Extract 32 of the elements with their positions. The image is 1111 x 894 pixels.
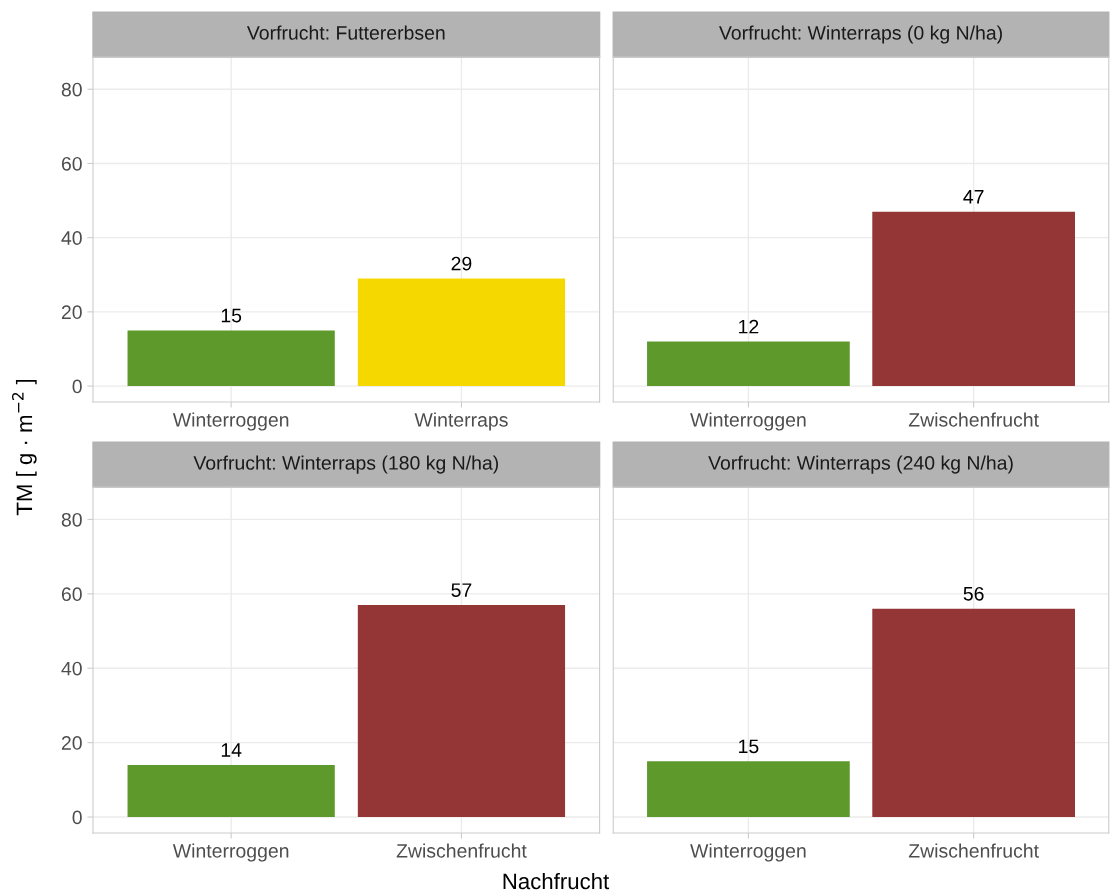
x-tick-label: Winterroggen (690, 843, 806, 862)
y-tick-label: 20 (61, 305, 82, 320)
y-tick-label: 40 (61, 661, 82, 676)
data-label: 57 (451, 583, 472, 597)
y-tick-label: 40 (61, 231, 82, 245)
data-label: 56 (963, 586, 984, 601)
x-tick-label: Winterraps (414, 412, 508, 431)
x-tick-label: Zwischenfrucht (908, 412, 1039, 427)
y-tick-label: 0 (72, 810, 82, 825)
y-tick-label: 0 (72, 379, 82, 394)
data-label: 14 (221, 743, 242, 757)
data-label: 12 (739, 319, 759, 334)
chart-title: Vorfrucht: Winterraps (0 kg N/ha) (719, 25, 1002, 44)
y-tick-label: 80 (61, 82, 82, 97)
x-tick-label: Zwischenfrucht (396, 843, 527, 858)
chart-title: Vorfrucht: Winterraps (240 kg N/ha) (708, 455, 1013, 474)
data-label: 15 (221, 308, 242, 323)
data-label: 47 (963, 190, 984, 204)
x-tick-label: Winterroggen (690, 412, 806, 431)
x-axis-title: Nachfrucht (503, 872, 610, 890)
y-tick-label: 20 (61, 736, 82, 750)
chart-title: Vorfrucht: Futtererbsen (246, 25, 445, 40)
y-tick-label: 80 (61, 512, 82, 527)
chart-title: Vorfrucht: Winterraps (180 kg N/ha) (193, 455, 499, 474)
y-axis-title: TM [ g · m$^{−2}$ ] (12, 379, 37, 516)
x-tick-label: Zwischenfrucht (908, 843, 1039, 858)
y-tick-label: 60 (61, 156, 82, 171)
data-label: 15 (739, 739, 759, 754)
y-tick-label: 60 (61, 587, 82, 602)
data-label: 29 (451, 256, 472, 271)
x-tick-label: Winterroggen (172, 412, 289, 431)
x-tick-label: Winterroggen (172, 843, 289, 862)
